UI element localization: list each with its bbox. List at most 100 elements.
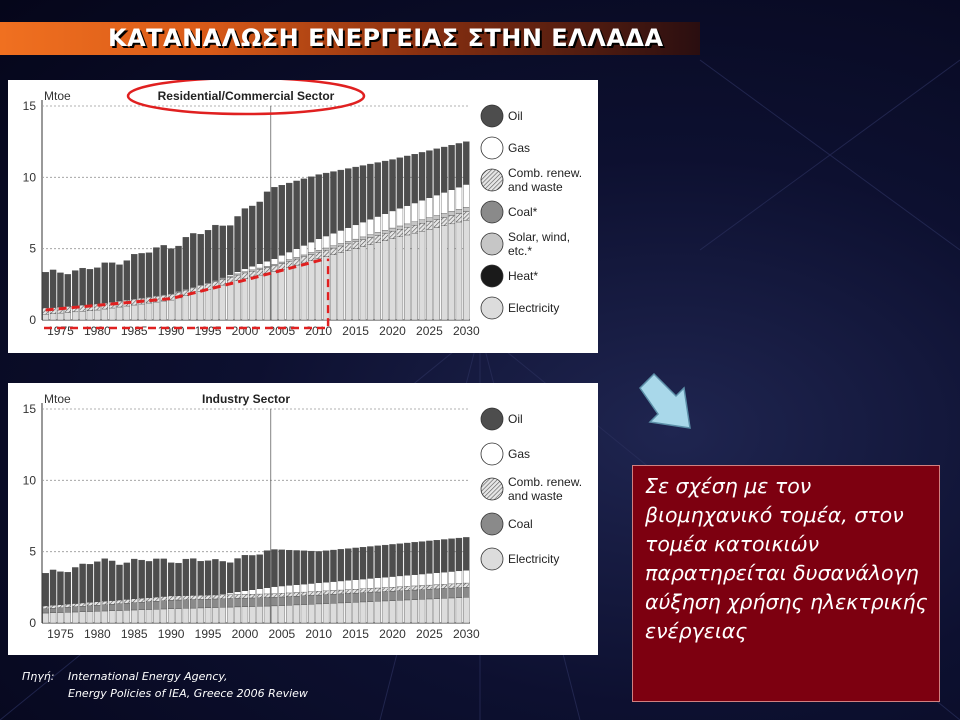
bar-solar — [337, 243, 345, 247]
bar-oil — [182, 237, 190, 290]
bar-electricity — [411, 599, 418, 624]
bar-electricity — [42, 612, 49, 624]
bar-oil — [308, 176, 315, 243]
bar-electricity — [278, 269, 286, 321]
bar-electricity — [396, 600, 404, 624]
bar-renew — [278, 263, 286, 270]
bar-renew — [411, 225, 418, 234]
bar-electricity — [226, 606, 234, 624]
bar-gas — [345, 227, 352, 242]
bar-oil — [293, 550, 300, 585]
bar-solar — [359, 236, 367, 240]
bar-electricity — [190, 293, 197, 321]
bar-electricity — [204, 289, 212, 321]
bar-oil — [271, 187, 278, 259]
bar-electricity — [123, 610, 131, 624]
source-label: Πηγή: — [22, 670, 55, 683]
bar-renew — [426, 584, 433, 590]
bar-renew — [108, 600, 116, 605]
bar-coal — [57, 607, 64, 613]
bar-electricity — [381, 240, 389, 321]
bar-electricity — [219, 284, 226, 321]
bar-solar — [286, 259, 293, 262]
bar-electricity — [256, 274, 263, 321]
y-tick-label: 10 — [23, 473, 37, 487]
bar-renew — [278, 593, 286, 598]
x-tick-label: 1990 — [158, 627, 185, 641]
bar-solar — [249, 269, 256, 272]
bar-electricity — [455, 221, 463, 321]
bar-oil — [160, 245, 167, 295]
bar-renew — [411, 585, 418, 591]
bar-coal — [322, 594, 330, 604]
bar-oil — [337, 169, 345, 231]
bar-electricity — [219, 607, 226, 624]
bar-oil — [396, 157, 404, 209]
bar-electricity — [315, 603, 322, 624]
bar-oil — [108, 560, 116, 601]
bar-renew — [145, 597, 153, 602]
bar-electricity — [263, 273, 271, 321]
bar-oil — [426, 150, 433, 198]
bar-renew — [389, 231, 396, 239]
bar-coal — [448, 587, 455, 599]
bar-oil — [226, 562, 234, 594]
bar-electricity — [337, 602, 345, 624]
bar-renew — [160, 596, 167, 601]
bar-coal — [219, 598, 226, 608]
bar-oil — [322, 550, 330, 583]
bar-electricity — [404, 599, 411, 624]
bar-coal — [308, 595, 315, 605]
bar-oil — [315, 174, 322, 239]
bar-electricity — [418, 599, 426, 624]
x-tick-label: 2025 — [416, 324, 443, 338]
bar-gas — [381, 576, 389, 588]
bar-oil — [381, 544, 389, 578]
bar-oil — [256, 554, 263, 589]
bar-oil — [42, 573, 49, 607]
bar-gas — [448, 189, 455, 212]
bar-electricity — [94, 611, 101, 624]
bar-oil — [440, 539, 448, 573]
bar-coal — [190, 599, 197, 609]
bar-renew — [204, 594, 212, 600]
legend-swatch-renew — [480, 477, 504, 501]
bar-oil — [322, 172, 330, 237]
bar-gas — [315, 238, 322, 251]
bar-oil — [160, 558, 167, 597]
bar-gas — [330, 581, 337, 591]
bar-electricity — [241, 606, 249, 624]
bar-solar — [300, 254, 308, 257]
bar-electricity — [131, 609, 138, 624]
bar-coal — [108, 604, 116, 611]
bar-renew — [190, 595, 197, 600]
bar-solar — [278, 261, 286, 264]
bar-renew — [455, 583, 463, 588]
bar-solar — [433, 215, 440, 220]
bar-coal — [86, 605, 94, 612]
bar-oil — [79, 563, 86, 604]
legend-label: Solar, wind, — [508, 230, 570, 244]
bar-coal — [359, 592, 367, 603]
bar-coal — [175, 599, 182, 609]
bar-oil — [448, 538, 455, 572]
bar-coal — [367, 592, 374, 602]
bar-renew — [197, 595, 204, 600]
bar-electricity — [330, 254, 337, 321]
legend-label: Comb. renew. — [508, 475, 582, 489]
bar-renew — [116, 599, 123, 604]
bar-gas — [308, 583, 315, 592]
bar-renew — [72, 603, 79, 607]
bar-electricity — [337, 252, 345, 321]
bar-renew — [433, 584, 440, 590]
bar-coal — [411, 589, 418, 600]
bar-oil — [226, 225, 234, 275]
bar-oil — [411, 542, 418, 575]
bar-electricity — [433, 598, 440, 624]
bar-electricity — [389, 600, 396, 624]
bar-oil — [300, 178, 308, 246]
bar-electricity — [64, 312, 72, 321]
bar-gas — [300, 583, 308, 593]
x-tick-label: 1980 — [84, 324, 111, 338]
bar-oil — [153, 558, 160, 598]
